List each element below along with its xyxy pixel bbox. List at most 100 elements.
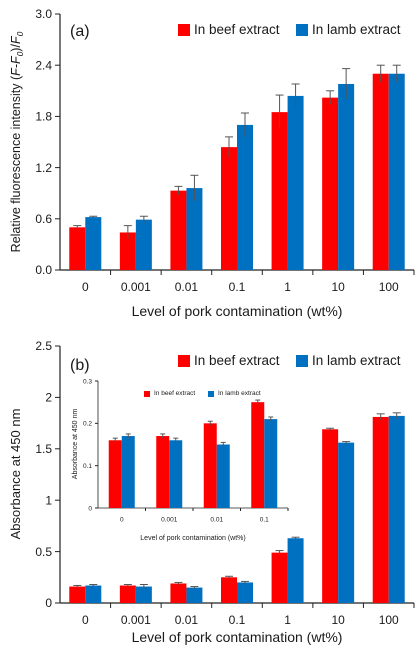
legend-label-lamb: In lamb extract: [312, 22, 401, 37]
x-tick-label: 0.001: [161, 517, 178, 524]
y-tick-label: 1.5: [35, 442, 52, 456]
y-tick-label: 1: [45, 493, 52, 507]
y-tick-label: 0.0: [35, 263, 52, 277]
bar-lamb: [186, 188, 203, 270]
inset-chart: 0 0.1 0.2 0.3 0 0.001 0.01 0.1 In beef extract In…: [83, 378, 289, 542]
x-axis-label: Level of pork contamination (wt%): [132, 303, 343, 319]
bar-beef: [69, 586, 86, 603]
panel-label-b: (b): [70, 357, 90, 374]
y-axis-label-a: Relative fluorescence intensity (F-F0)/F…: [9, 31, 25, 252]
bar-beef: [271, 112, 288, 270]
x-tick-label: 10: [331, 613, 345, 627]
legend-swatch-beef: [178, 355, 190, 367]
bar-lamb: [121, 436, 135, 508]
bar-lamb: [237, 124, 253, 270]
bar-beef: [69, 227, 86, 270]
bar-lamb: [338, 442, 355, 603]
panel-b: 0 0.5 1 1.5 2 2.5 0 0.001 0.01 0.1 1 10 100 In beef e…: [35, 339, 415, 645]
x-tick-label: 10: [331, 280, 345, 294]
legend-swatch-lamb: [296, 24, 308, 36]
bar-beef: [170, 583, 187, 603]
bar-lamb: [388, 415, 405, 603]
bar-beef: [372, 416, 389, 603]
bar-beef: [221, 147, 237, 270]
x-tick-label: 0.01: [175, 613, 199, 627]
bar-lamb: [216, 444, 230, 508]
bar-beef: [221, 577, 237, 603]
bar-lamb: [388, 73, 405, 270]
legend-swatch-beef: [178, 24, 190, 36]
legend-label-lamb: In lamb extract: [312, 353, 401, 368]
bar-beef: [108, 440, 122, 508]
y-tick-label: 0: [88, 505, 92, 512]
y-axis-label-b: Absorbance at 450 nm: [8, 409, 23, 540]
x-tick-label: 0.1: [260, 517, 269, 524]
bar-lamb: [264, 419, 278, 508]
legend-swatch-lamb: [208, 391, 214, 397]
bar-lamb: [85, 217, 102, 270]
y-label-part: 0: [15, 51, 25, 56]
y-label-part: F-F: [9, 55, 23, 76]
bar-lamb: [169, 440, 183, 508]
bar-beef: [170, 190, 187, 270]
y-tick-label: 0.3: [83, 378, 92, 385]
x-tick-label: 1: [284, 280, 291, 294]
bar-beef: [372, 73, 389, 270]
x-tick-label: 1: [284, 613, 291, 627]
bar-beef: [119, 585, 136, 603]
x-tick-label: 0: [82, 280, 89, 294]
legend-swatch-beef: [144, 391, 150, 397]
inset-y-axis-label: Absorbance at 450 nm: [72, 409, 79, 480]
bar-lamb: [186, 587, 203, 603]
bar-lamb: [338, 83, 355, 271]
x-tick-label: 0.001: [121, 280, 151, 294]
x-tick-label: 0.1: [229, 613, 246, 627]
y-tick-label: 2.4: [35, 58, 52, 72]
bar-beef: [271, 552, 288, 603]
y-tick-label: 1.8: [35, 110, 52, 124]
y-tick-label: 0.6: [35, 212, 52, 226]
y-label-part: )/: [9, 44, 23, 52]
bar-lamb: [135, 219, 152, 270]
x-tick-label: 0.01: [175, 280, 199, 294]
y-tick-label: 0.5: [35, 545, 52, 559]
y-tick-label: 3.0: [35, 7, 52, 21]
y-tick-label: 2: [45, 391, 52, 405]
y-tick-label: 0: [45, 596, 52, 610]
y-tick-label: 0.1: [83, 463, 92, 470]
legend: In beef extract In lamb extract: [144, 390, 261, 397]
x-tick-label: 0.001: [121, 613, 151, 627]
y-label-part: F: [9, 35, 23, 44]
y-tick-label: 0.2: [83, 421, 92, 428]
bar-lamb: [287, 95, 304, 270]
bar-lamb: [85, 585, 102, 603]
bar-beef: [203, 423, 217, 508]
x-tick-label: 100: [379, 613, 399, 627]
y-tick-label: 1.2: [35, 161, 52, 175]
legend-label-beef: In beef extract: [194, 22, 280, 37]
y-tick-label: 2.5: [35, 339, 52, 353]
legend: In beef extract In lamb extract: [178, 353, 401, 368]
legend-swatch-lamb: [296, 355, 308, 367]
bar-lamb: [135, 586, 152, 603]
bar-beef: [322, 97, 339, 270]
bar-beef: [156, 436, 170, 508]
bar-lamb: [287, 538, 304, 603]
y-label-part: 0: [15, 31, 25, 36]
x-axis-label: Level of pork contamination (wt%): [140, 535, 245, 542]
panel-a: 0.0 0.6 1.2 1.8 2.4 3.0 0 0.001 0.01 0.1 1 10 100 In …: [35, 7, 415, 319]
y-label-part: Relative fluorescence intensity (: [9, 75, 23, 252]
x-tick-label: 0.1: [229, 280, 246, 294]
bar-beef: [322, 429, 339, 603]
legend: In beef extract In lamb extract: [178, 22, 401, 37]
bar-beef: [251, 402, 265, 508]
bar-beef: [119, 232, 136, 270]
bar-lamb: [237, 582, 253, 603]
legend-label-beef: In beef extract: [154, 390, 195, 397]
panel-label-a: (a): [70, 23, 90, 40]
x-tick-label: 0: [120, 517, 124, 524]
legend-label-beef: In beef extract: [194, 353, 280, 368]
x-tick-label: 0.01: [210, 517, 223, 524]
x-axis-label: Level of pork contamination (wt%): [132, 629, 343, 645]
